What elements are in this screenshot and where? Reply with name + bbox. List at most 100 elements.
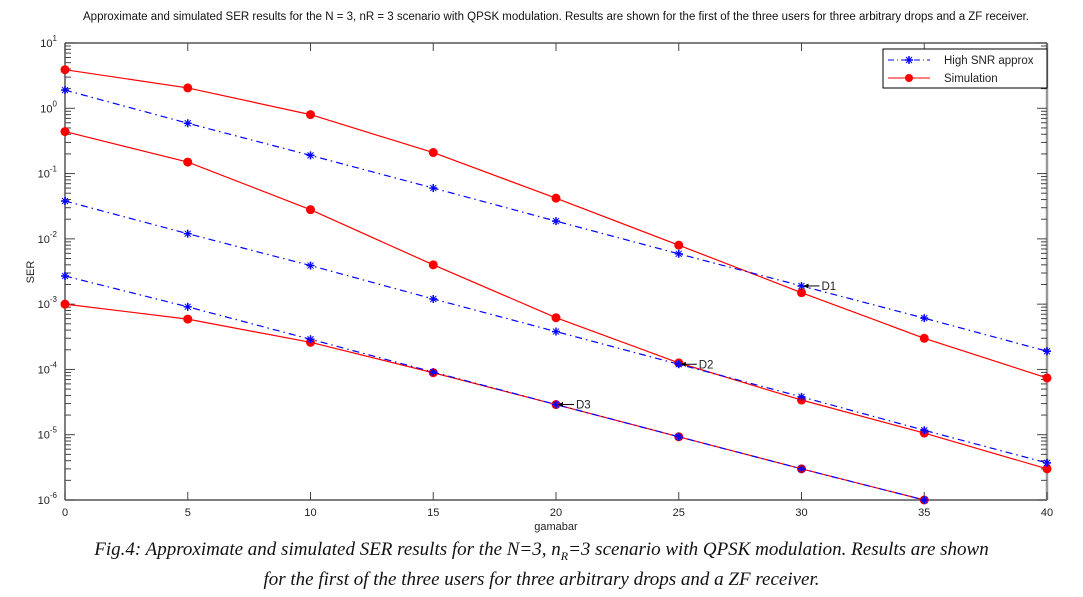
caption-prefix: Fig.4: Approximate and simulated SER res… — [94, 539, 561, 560]
data-point-simulation-d1 — [919, 333, 929, 343]
data-point-high-snr-approx-d3 — [61, 271, 69, 280]
data-point-simulation-d1 — [797, 288, 806, 298]
star-d2 — [552, 328, 560, 335]
data-point-high-snr-approx-d3 — [183, 302, 192, 311]
data-point-high-snr-approx-d3 — [429, 368, 438, 377]
star-d2 — [307, 262, 314, 269]
y-tick-label: 10-1 — [38, 165, 58, 181]
x-tick-label: 15 — [427, 507, 439, 519]
data-point-high-snr-approx-d3 — [797, 464, 806, 473]
legend-star-icon — [905, 56, 913, 64]
series-line-simulation-d3 — [64, 303, 925, 501]
star-d2 — [798, 465, 805, 473]
data-point-high-snr-approx-d1 — [306, 151, 315, 160]
data-point-high-snr-approx-d1 — [429, 184, 438, 193]
star-d2 — [184, 119, 192, 127]
data-point-simulation-d1 — [183, 83, 193, 93]
y-tick-label: 101 — [40, 34, 57, 50]
data-point-high-snr-approx-d1 — [1043, 347, 1051, 356]
data-point-simulation-d2 — [428, 260, 438, 270]
y-tick-label: 10-4 — [38, 360, 58, 376]
star-d2 — [429, 295, 437, 303]
x-tick-label: 10 — [304, 507, 316, 519]
data-point-simulation-d1 — [428, 148, 438, 158]
star-d2 — [1043, 347, 1051, 355]
data-point-simulation-d1 — [306, 110, 315, 120]
star-d2 — [675, 360, 683, 368]
series-line-high-snr-approx-d1 — [64, 89, 1048, 352]
series-line-high-snr-approx-d2 — [64, 200, 1048, 464]
star-d2 — [61, 197, 69, 205]
legend: High SNR approx Simulation — [882, 48, 1048, 89]
x-tick-label: 35 — [918, 507, 930, 519]
caption-suffix: =3 scenario with QPSK modulation. Result… — [568, 539, 989, 560]
star-d2 — [429, 184, 437, 192]
legend-approx-label: High SNR approx — [944, 55, 1034, 67]
star-d2 — [798, 393, 805, 401]
star-d2 — [184, 230, 192, 238]
data-point-high-snr-approx-d2 — [429, 294, 438, 303]
data-point-high-snr-approx-d3 — [306, 335, 315, 344]
star-d2 — [307, 152, 314, 159]
data-point-high-snr-approx-d3 — [920, 496, 929, 504]
star-d2 — [920, 314, 928, 322]
data-point-high-snr-approx-d2 — [183, 229, 192, 238]
series-line-high-snr-approx-d3 — [64, 275, 925, 501]
y-tick-label: 10-2 — [38, 230, 58, 246]
data-point-high-snr-approx-d1 — [183, 119, 192, 128]
star-d2 — [920, 496, 928, 504]
x-tick-label: 0 — [62, 507, 68, 519]
star-d2 — [552, 217, 560, 225]
data-point-simulation-d3 — [183, 314, 193, 324]
x-axis-label: gamabar — [534, 521, 578, 533]
legend-sim-marker — [905, 74, 913, 82]
y-tick-label: 10-3 — [38, 295, 58, 311]
data-point-simulation-d1 — [674, 240, 684, 250]
star-d2 — [184, 303, 192, 311]
data-point-simulation-d2 — [551, 313, 561, 323]
data-point-simulation-d2 — [1042, 464, 1052, 474]
data-point-high-snr-approx-d2 — [306, 261, 315, 270]
data-point-simulation-d1 — [1042, 373, 1052, 383]
data-point-high-snr-approx-d2 — [552, 327, 560, 336]
data-point-high-snr-approx-d1 — [674, 249, 683, 258]
data-point-simulation-d3 — [60, 299, 70, 309]
annotation-label-d2: D2 — [699, 359, 714, 371]
data-point-high-snr-approx-d1 — [920, 314, 929, 323]
data-point-simulation-d1 — [60, 65, 70, 75]
data-point-high-snr-approx-d1 — [552, 217, 560, 226]
caption-line-2: for the first of the three users for thr… — [263, 568, 820, 590]
caption-subscript: R — [560, 548, 569, 563]
star-d2 — [920, 426, 928, 434]
data-point-simulation-d1 — [551, 193, 561, 203]
data-point-high-snr-approx-d1 — [61, 86, 69, 95]
star-d2 — [798, 282, 805, 290]
data-point-high-snr-approx-d2 — [797, 392, 806, 401]
data-point-simulation-d2 — [60, 127, 70, 137]
star-d2 — [429, 368, 437, 376]
annotation-arrowhead — [803, 283, 809, 289]
data-point-high-snr-approx-d2 — [61, 197, 69, 206]
series-line-simulation-d2 — [64, 130, 1048, 470]
y-tick-label: 10-5 — [38, 426, 58, 442]
annotation-arrowhead — [558, 402, 563, 408]
caption-line-1: Fig.4: Approximate and simulated SER res… — [0, 538, 1083, 568]
star-d2 — [307, 335, 314, 343]
legend-sim-label: Simulation — [944, 73, 998, 85]
y-axis-label: SER — [25, 261, 37, 284]
star-d2 — [675, 433, 683, 441]
data-point-high-snr-approx-d3 — [674, 432, 683, 441]
y-tick-label: 100 — [40, 99, 57, 115]
star-d2 — [1043, 459, 1051, 467]
data-point-high-snr-approx-d2 — [920, 426, 929, 435]
y-tick-label: 10-6 — [38, 491, 58, 507]
star-d2 — [61, 272, 69, 280]
x-tick-label: 25 — [673, 507, 685, 519]
data-point-high-snr-approx-d2 — [1043, 458, 1051, 467]
chart-title: Approximate and simulated SER results fo… — [83, 11, 1029, 23]
x-tick-label: 20 — [550, 507, 562, 519]
ser-chart: Approximate and simulated SER results fo… — [25, 11, 1053, 533]
data-point-simulation-d2 — [306, 205, 315, 215]
x-tick-label: 30 — [795, 507, 807, 519]
figure-caption: Fig.4: Approximate and simulated SER res… — [0, 538, 1083, 592]
